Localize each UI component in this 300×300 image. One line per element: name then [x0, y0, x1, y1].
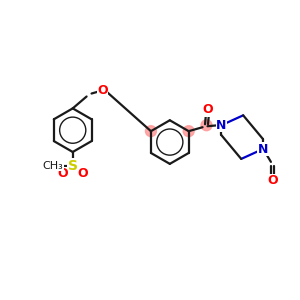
Text: N: N	[258, 142, 268, 155]
Text: O: O	[58, 167, 68, 180]
Text: O: O	[202, 103, 213, 116]
Text: O: O	[77, 167, 88, 180]
Text: CH₃: CH₃	[43, 161, 63, 171]
Circle shape	[183, 126, 194, 136]
Text: S: S	[68, 159, 78, 173]
Text: N: N	[216, 119, 226, 132]
Text: O: O	[268, 174, 278, 187]
Circle shape	[201, 120, 212, 131]
Circle shape	[146, 126, 156, 136]
Text: O: O	[97, 84, 108, 97]
